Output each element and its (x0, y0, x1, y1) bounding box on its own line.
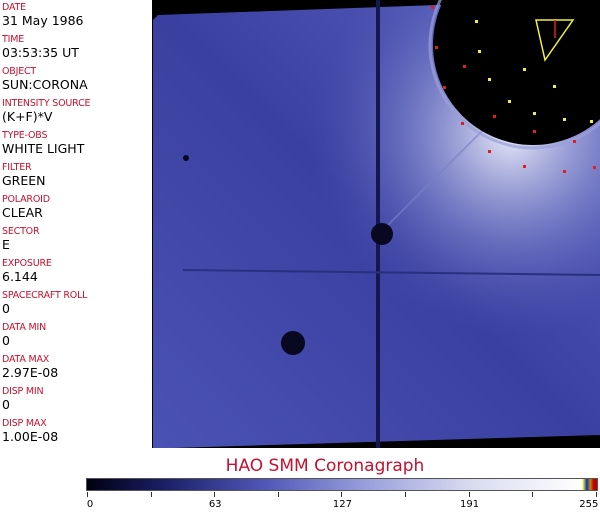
field-time: TIME 03:53:35 UT (0, 32, 152, 64)
colorbar-tick (150, 492, 152, 497)
field-label: DATE (2, 2, 26, 13)
field-label: DISP MIN (2, 386, 44, 397)
field-value: SUN:CORONA (2, 77, 88, 92)
field-polaroid: POLAROID CLEAR (0, 192, 152, 224)
field-label: TIME (2, 34, 25, 45)
field-disp-min: DISP MIN 0 (0, 384, 152, 416)
field-label: OBJECT (2, 66, 37, 77)
colorbar-tick (532, 492, 534, 497)
field-value: GREEN (2, 173, 46, 188)
colorbar-tick (468, 492, 470, 497)
field-intensity-source: INTENSITY SOURCE (K+F)*V (0, 96, 152, 128)
field-label: FILTER (2, 162, 32, 173)
colorbar-tick (595, 492, 597, 497)
field-value: 2.97E-08 (2, 365, 59, 380)
colorbar-tick-label: 0 (86, 499, 94, 510)
instrument-title: HAO SMM Coronagraph (225, 456, 425, 476)
field-filter: FILTER GREEN (0, 160, 152, 192)
colorbar-tick-label: 191 (460, 499, 480, 510)
colorbar-tick-label: 63 (208, 499, 222, 510)
colorbar (86, 478, 598, 491)
field-value: 31 May 1986 (2, 13, 84, 28)
field-object: OBJECT SUN:CORONA (0, 64, 152, 96)
field-label: SPACECRAFT ROLL (2, 290, 88, 301)
field-label: SECTOR (2, 226, 40, 237)
field-date: DATE 31 May 1986 (0, 0, 152, 32)
colorbar-tick-label: 255 (579, 499, 599, 510)
field-value: 1.00E-08 (2, 429, 59, 444)
field-data-max: DATA MAX 2.97E-08 (0, 352, 152, 384)
field-label: TYPE-OBS (2, 130, 48, 141)
field-data-min: DATA MIN 0 (0, 320, 152, 352)
field-spacecraft-roll: SPACECRAFT ROLL 0 (0, 288, 152, 320)
colorbar-tick-label: 127 (332, 499, 352, 510)
field-value: 0 (2, 397, 10, 412)
field-value: 6.144 (2, 269, 38, 284)
field-value: WHITE LIGHT (2, 141, 85, 156)
field-label: DATA MIN (2, 322, 46, 333)
field-disp-max: DISP MAX 1.00E-08 (0, 416, 152, 448)
field-exposure: EXPOSURE 6.144 (0, 256, 152, 288)
colorbar-tick (341, 492, 343, 497)
occulter-pylon (371, 223, 393, 245)
colorbar-tick (214, 492, 216, 497)
occulter-disk (433, 0, 600, 145)
colorbar-tick (405, 492, 406, 497)
field-label: POLAROID (2, 194, 50, 205)
coronagraph-image (153, 0, 600, 448)
field-sector: SECTOR E (0, 224, 152, 256)
colorbar-tick (87, 492, 88, 497)
field-value: 0 (2, 301, 10, 316)
field-label: DATA MAX (2, 354, 50, 365)
field-label: DISP MAX (2, 418, 47, 429)
metadata-panel: DATE 31 May 1986 TIME 03:53:35 UT OBJECT SUN:… (0, 0, 153, 448)
field-value: CLEAR (2, 205, 43, 220)
field-value: 0 (2, 333, 10, 348)
field-type-obs: TYPE-OBS WHITE LIGHT (0, 128, 152, 160)
field-label: INTENSITY SOURCE (2, 98, 91, 109)
field-value: 03:53:35 UT (2, 45, 79, 60)
field-value: (K+F)*V (2, 109, 53, 124)
field-value: E (2, 237, 10, 252)
colorbar-tick (277, 492, 279, 497)
field-label: EXPOSURE (2, 258, 52, 269)
